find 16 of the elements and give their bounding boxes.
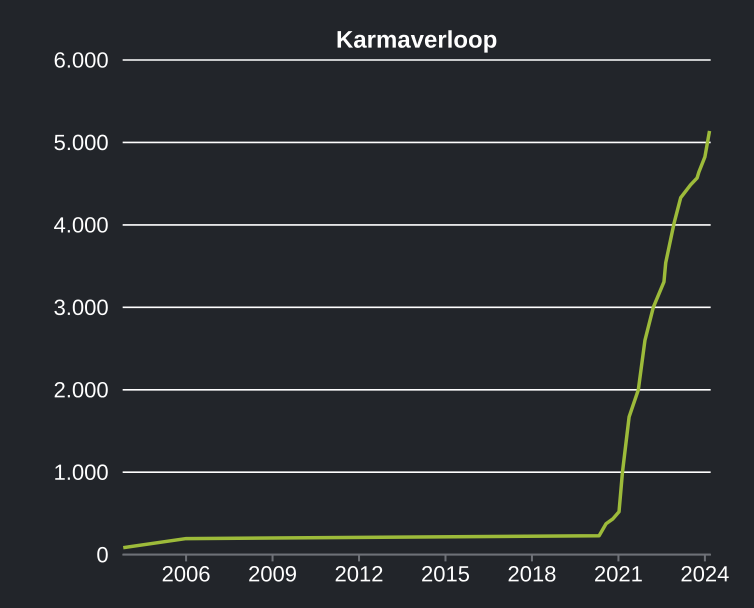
chart-title: Karmaverloop	[338, 30, 496, 53]
y-tick-label: 6.000	[54, 52, 108, 68]
x-tick-label: 2012	[336, 566, 382, 582]
y-tick-label: 4.000	[54, 217, 108, 233]
x-tick-label: 2015	[422, 566, 470, 582]
x-tick-label: 2021	[595, 566, 642, 582]
y-tick-label: 3.000	[54, 300, 108, 316]
x-tick-label: 2024	[682, 566, 729, 582]
y-tick-label: 2.000	[54, 382, 108, 398]
x-tick-label: 2006	[162, 566, 210, 582]
x-tick-label: 2009	[249, 566, 296, 582]
x-tick-label: 2018	[508, 566, 556, 582]
y-tick-label: 1.000	[55, 464, 108, 480]
line-series	[122, 129, 712, 550]
y-tick-label: 0	[97, 546, 108, 562]
y-tick-label: 5.000	[54, 134, 108, 150]
